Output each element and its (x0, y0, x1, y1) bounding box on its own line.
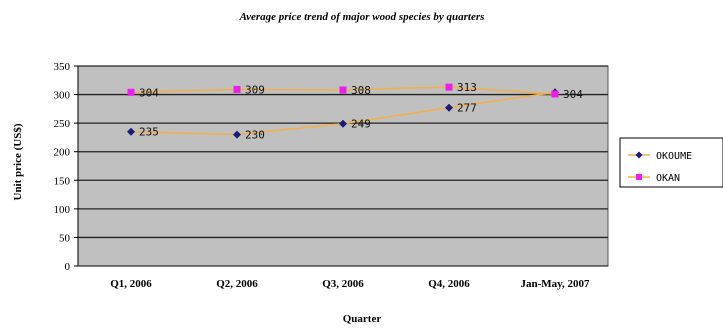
data-label-okan: 309 (245, 83, 265, 96)
legend: OKOUME OKAN (619, 137, 723, 188)
y-tick-label: 250 (54, 118, 71, 130)
data-point-okoume (127, 127, 135, 136)
data-label-okoume: 249 (351, 118, 371, 131)
y-tick-label: 0 (65, 261, 71, 273)
y-axis-title: Unit price (US$) (12, 123, 24, 200)
data-label-okan: 304 (139, 86, 159, 99)
data-label-okan: 304 (563, 88, 583, 101)
data-label-okoume: 230 (245, 129, 265, 142)
plot-area (77, 65, 609, 267)
data-point-okan (339, 86, 347, 94)
data-point-okoume (445, 103, 453, 112)
y-tick-label: 300 (54, 90, 71, 102)
data-point-okan (551, 90, 559, 98)
y-tick-label: 100 (54, 204, 71, 216)
x-tick-label: Q1, 2006 (110, 278, 152, 290)
data-point-okoume (339, 119, 347, 128)
data-point-okoume (233, 130, 241, 139)
chart-title: Average price trend of major wood specie… (239, 11, 485, 23)
data-label-okoume: 277 (457, 102, 477, 115)
x-axis-title: Quarter (343, 313, 382, 325)
x-tick-label: Q2, 2006 (216, 278, 258, 290)
y-tick-label: 150 (54, 175, 71, 187)
data-point-okan (233, 85, 241, 93)
plot-area-group: 0 50 100 150 200 250 300 350 Q1, 2006 Q2, 2006 Q3,… (54, 61, 609, 290)
x-tick-label: Q3, 2006 (322, 278, 364, 290)
data-label-okoume: 235 (139, 126, 159, 139)
x-tick-label: Q4, 2006 (428, 278, 470, 290)
y-tick-label: 350 (54, 61, 71, 73)
data-label-okan: 313 (457, 81, 477, 94)
y-tick-label: 50 (59, 232, 71, 244)
data-point-okan (127, 88, 135, 96)
legend-marker-okoume (635, 151, 643, 159)
legend-marker-okan (636, 174, 642, 180)
legend-label-okan: OKAN (656, 173, 680, 184)
data-label-okan: 308 (351, 84, 371, 97)
y-tick-label: 200 (54, 147, 71, 159)
x-tick-label: Jan-May, 2007 (520, 278, 590, 290)
legend-label-okoume: OKOUME (656, 151, 692, 162)
data-point-okan (445, 83, 453, 91)
